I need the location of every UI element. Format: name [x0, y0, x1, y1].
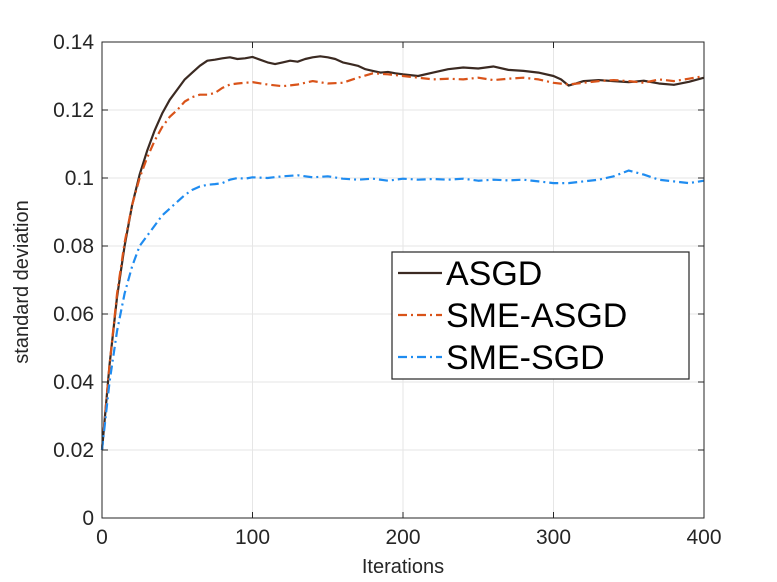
y-tick-label: 0.02	[53, 439, 94, 462]
y-tick-label: 0.14	[53, 31, 94, 54]
legend-label: SME-ASGD	[446, 297, 627, 335]
series-line-sme-sgd	[100, 169, 705, 451]
y-tick-label: 0.04	[53, 371, 94, 394]
axis-ticks: 0 100 200 300 400 0 0.02 0.04 0.06 0.08 0.1 0.12 0.1…	[53, 31, 721, 549]
x-tick-label: 200	[385, 526, 420, 549]
x-tick-label: 400	[686, 526, 721, 549]
y-tick-label: 0.06	[53, 303, 94, 326]
series-line-sme-asgd	[100, 72, 705, 451]
legend-label: ASGD	[446, 255, 542, 293]
y-tick-label: 0.12	[53, 99, 94, 122]
x-tick-label: 300	[536, 526, 571, 549]
y-tick-label: 0.1	[65, 167, 94, 190]
y-axis-label: standard deviation	[11, 200, 33, 363]
series-group	[100, 55, 705, 451]
y-tick-label: 0.08	[53, 235, 94, 258]
legend: ASGD SME-ASGD SME-SGD	[391, 251, 690, 380]
y-tick-label: 0	[82, 507, 94, 530]
legend-label: SME-SGD	[446, 339, 605, 377]
x-axis-label: Iterations	[362, 556, 444, 578]
x-tick-label: 100	[235, 526, 270, 549]
x-tick-label: 0	[96, 526, 108, 549]
